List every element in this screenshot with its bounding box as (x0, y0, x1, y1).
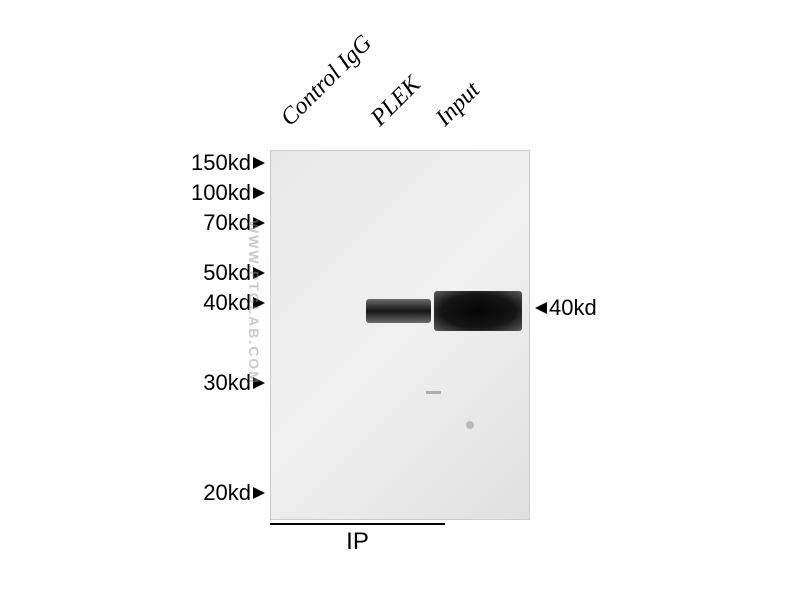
blot-artifact (466, 421, 474, 429)
target-band-marker: 40kd (535, 295, 597, 321)
western-blot-figure: Control IgG PLEK Input 150kd 100kd 70kd … (120, 40, 680, 560)
ip-bracket-line (270, 523, 445, 525)
marker-30kd-text: 30kd (203, 370, 251, 396)
marker-150kd-text: 150kd (191, 150, 251, 176)
marker-70kd-text: 70kd (203, 210, 251, 236)
ip-label: IP (270, 528, 445, 556)
marker-150kd: 150kd (191, 150, 265, 176)
marker-100kd: 100kd (191, 180, 265, 206)
band-input-40kd (434, 291, 522, 331)
blot-membrane (270, 150, 530, 520)
marker-20kd-text: 20kd (203, 480, 251, 506)
marker-40kd-text: 40kd (203, 290, 251, 316)
lane-label-control: Control IgG (276, 30, 378, 132)
marker-100kd-text: 100kd (191, 180, 251, 206)
marker-50kd-text: 50kd (203, 260, 251, 286)
watermark-text: WWW.PTGLAB.COM (246, 220, 262, 385)
blot-artifact (426, 391, 441, 394)
band-plek-40kd (366, 299, 431, 323)
lane-label-input: Input (431, 77, 486, 132)
target-band-text: 40kd (549, 295, 597, 321)
marker-20kd: 20kd (203, 480, 265, 506)
lane-label-plek: PLEK (366, 71, 427, 132)
